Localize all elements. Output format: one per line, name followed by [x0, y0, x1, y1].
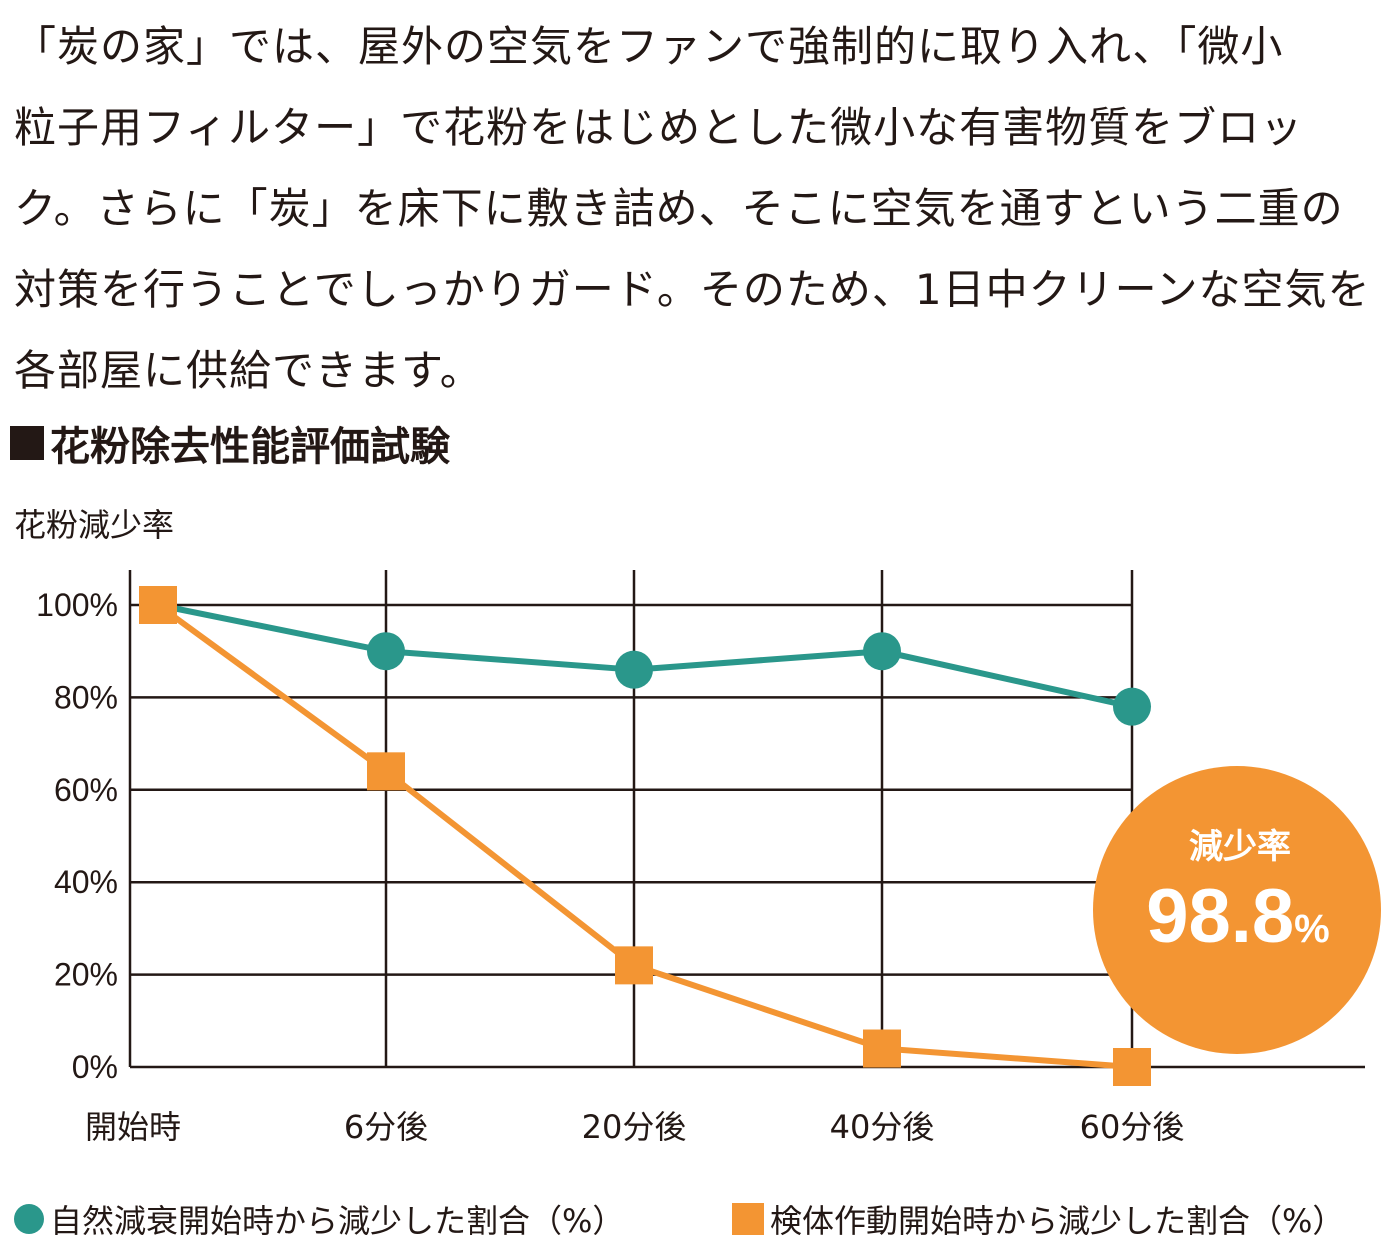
pollen-reduction-chart: 100% 80% 60% 40% 20% 0% 開始時 6分後 20分後 40分後 60分後 減少… [36, 570, 1381, 1146]
data-point-square [367, 752, 405, 791]
x-tick-label: 20分後 [582, 1108, 687, 1146]
y-tick-label: 40% [54, 864, 118, 900]
intro-line: ク。さらに「炭」を床下に敷き詰め、そこに空気を通すという二重の [14, 184, 1344, 233]
section-title-text: 花粉除去性能評価試験 [50, 424, 450, 470]
legend-item-device: 検体作動開始時から減少した割合（%） [732, 1196, 1344, 1242]
black-square-icon [10, 426, 44, 460]
x-axis-ticks: 開始時 6分後 20分後 40分後 60分後 [85, 1108, 1184, 1146]
y-tick-label: 100% [36, 587, 118, 623]
data-point-circle [615, 650, 653, 689]
data-point-circle [1113, 687, 1151, 726]
badge-value-unit: % [1294, 907, 1330, 951]
intro-line: 「炭の家」では、屋外の空気をファンで強制的に取り入れ、「微小 [14, 22, 1284, 71]
badge-label: 減少率 [1189, 827, 1291, 867]
data-point-square [139, 586, 177, 624]
intro-line: 各部屋に供給できます。 [14, 346, 483, 395]
data-point-square [1113, 1048, 1151, 1086]
green-circle-icon [14, 1204, 44, 1234]
x-tick-label: 60分後 [1080, 1108, 1185, 1146]
y-tick-label: 80% [54, 679, 118, 715]
y-axis-ticks: 100% 80% 60% 40% 20% 0% [36, 587, 118, 1085]
y-tick-label: 0% [72, 1049, 118, 1085]
section-title: 花粉除去性能評価試験 [10, 414, 450, 472]
x-tick-label: 40分後 [830, 1108, 935, 1146]
x-tick-label: 開始時 [85, 1108, 181, 1146]
chart-series [139, 586, 1151, 1086]
x-tick-label: 6分後 [344, 1108, 428, 1146]
intro-paragraph: 「炭の家」では、屋外の空気をファンで強制的に取り入れ、「微小 粒子用フィルター」… [14, 6, 1394, 411]
reduction-rate-badge: 減少率 98.8% [1093, 766, 1381, 1054]
badge-value: 98.8% [1146, 874, 1330, 959]
data-point-circle [367, 632, 405, 671]
data-point-square [615, 946, 653, 985]
legend-label: 自然減衰開始時から減少した割合（%） [50, 1202, 625, 1240]
y-tick-label: 60% [54, 772, 118, 808]
legend-label: 検体作動開始時から減少した割合（%） [770, 1202, 1345, 1240]
data-point-square [863, 1029, 901, 1068]
orange-square-icon [732, 1203, 764, 1235]
intro-line: 対策を行うことでしっかりガード。そのため、1日中クリーンな空気を [14, 265, 1371, 314]
data-point-circle [863, 632, 901, 671]
intro-line: 粒子用フィルター」で花粉をはじめとした微小な有害物質をブロッ [14, 103, 1304, 152]
badge-circle [1093, 766, 1381, 1054]
badge-value-number: 98.8 [1146, 874, 1294, 959]
y-tick-label: 20% [54, 957, 118, 993]
legend-item-natural: 自然減衰開始時から減少した割合（%） [14, 1196, 624, 1242]
y-axis-label: 花粉減少率 [14, 506, 175, 544]
